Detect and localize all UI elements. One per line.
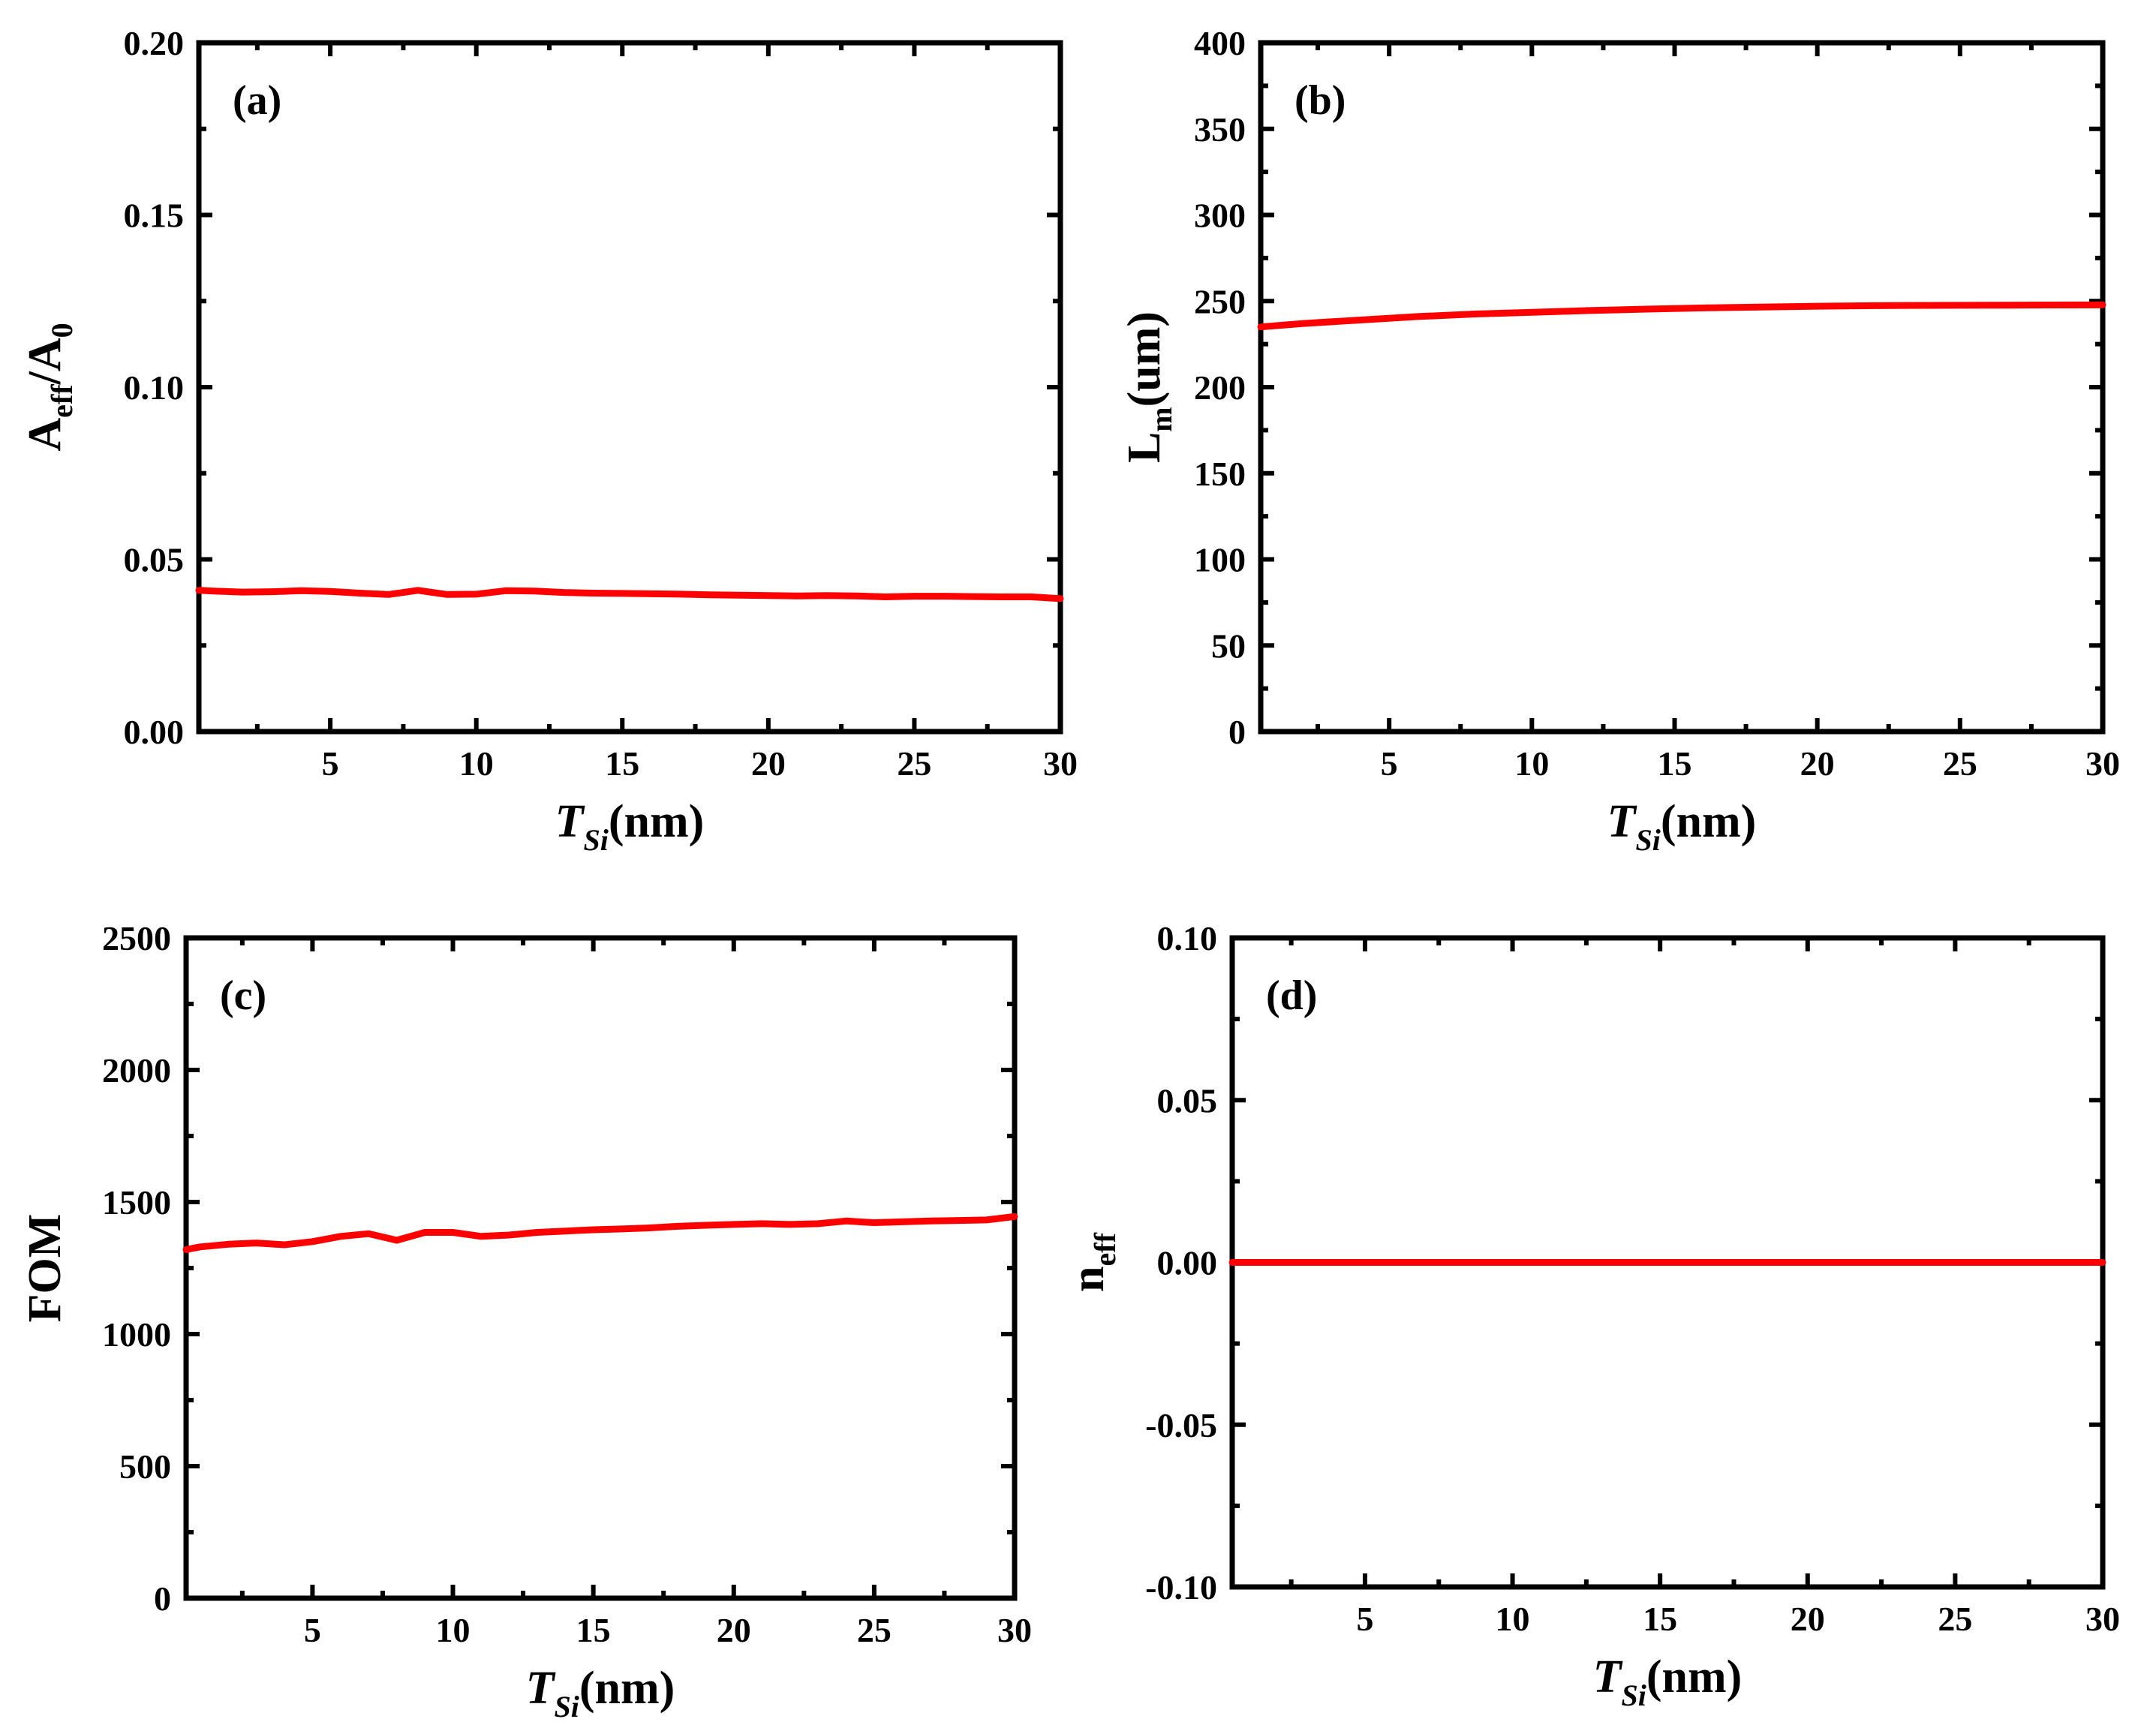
plot-frame — [196, 40, 1063, 735]
x-tick-label: 10 — [436, 1611, 471, 1649]
y-tick-label: 50 — [1211, 627, 1246, 665]
panel-b: 5 10 15 20 25 30050100150200250300350400(b)TS… — [1119, 24, 2120, 857]
x-tick-label: 5 — [322, 744, 339, 783]
y-tick-label: -0.10 — [1145, 1568, 1217, 1606]
y-tick-label: 250 — [1194, 282, 1246, 320]
x-tick-label: 30 — [2085, 744, 2120, 783]
x-tick-label: 20 — [1791, 1600, 1825, 1638]
y-tick-label: 300 — [1194, 197, 1246, 235]
y-tick-label: 0.00 — [1157, 1244, 1218, 1282]
x-tick-label: 10 — [459, 744, 494, 783]
panel-label: (a) — [233, 77, 281, 124]
x-tick-label: 25 — [1943, 744, 1977, 783]
x-tick-label: 5 — [304, 1611, 321, 1649]
x-axis-label: TSi(nm) — [1607, 796, 1757, 857]
x-tick-label: 15 — [605, 744, 639, 783]
x-tick-label: 25 — [1938, 1600, 1972, 1638]
x-tick-label: 15 — [1657, 744, 1691, 783]
y-tick-label: 500 — [119, 1447, 171, 1486]
x-tick-label: 30 — [997, 1611, 1032, 1649]
panel-label: (b) — [1295, 77, 1346, 124]
y-tick-label: 100 — [1194, 541, 1246, 579]
y-tick-label: 0.15 — [124, 197, 185, 235]
x-axis-label: TSi(nm) — [526, 1663, 675, 1723]
x-tick-label: 10 — [1496, 1600, 1530, 1638]
y-tick-label: 0.05 — [1157, 1081, 1218, 1119]
y-tick-label: -0.05 — [1145, 1406, 1217, 1444]
y-tick-label: 350 — [1194, 110, 1246, 149]
y-axis-label: neff — [1063, 1232, 1122, 1292]
y-tick-label: 400 — [1194, 24, 1246, 62]
x-tick-label: 10 — [1514, 744, 1549, 783]
x-tick-label: 30 — [2085, 1600, 2120, 1638]
plot-frame — [1258, 40, 2106, 735]
y-tick-label: 1500 — [102, 1183, 171, 1222]
x-tick-label: 20 — [717, 1611, 751, 1649]
series-line-c — [182, 1213, 1018, 1253]
x-tick-label: 15 — [576, 1611, 611, 1649]
x-tick-label: 25 — [857, 1611, 892, 1649]
y-tick-label: 0 — [154, 1579, 171, 1618]
series-line-b — [1257, 301, 2106, 331]
y-axis-label: Aeff/A0 — [20, 323, 79, 451]
y-tick-label: 2500 — [102, 919, 171, 957]
x-tick-label: 25 — [897, 744, 931, 783]
y-tick-label: 0.05 — [124, 541, 185, 579]
y-tick-label: 150 — [1194, 455, 1246, 493]
x-tick-label: 5 — [1356, 1600, 1373, 1638]
panel-c: 5 10 15 20 25 30 0 500 1000 1500 2000 2500 (c) TSi(nm… — [20, 919, 1032, 1723]
panel-d: 5 10 15 20 25 30 -0.10 -0.05 0.00 0.05 0.10 (d) TSi(… — [1063, 919, 2120, 1712]
x-tick-label: 15 — [1643, 1600, 1677, 1638]
y-tick-label: 0.00 — [124, 713, 185, 751]
series-line-a — [195, 587, 1064, 603]
panel-label: (c) — [220, 972, 266, 1019]
x-tick-label: 20 — [1800, 744, 1835, 783]
panel-a: 5 10 15 20 25 30 0.00 0.05 0.10 0.15 0.20 (a) TSi(nm… — [20, 24, 1078, 857]
y-tick-label: 0.10 — [1157, 919, 1218, 957]
y-axis-label: Lm(um) — [1119, 311, 1178, 463]
y-tick-label: 1000 — [102, 1315, 171, 1354]
x-tick-label: 20 — [751, 744, 786, 783]
x-axis-label: TSi(nm) — [555, 796, 705, 857]
y-axis-label: FOM — [20, 1214, 71, 1323]
y-tick-label: 0.10 — [124, 368, 185, 407]
x-tick-label: 30 — [1043, 744, 1078, 783]
y-tick-label: 200 — [1194, 368, 1246, 407]
x-axis-label: TSi(nm) — [1593, 1651, 1743, 1712]
panel-label: (d) — [1266, 972, 1317, 1019]
plot-frame — [183, 935, 1018, 1601]
y-tick-label: 2000 — [102, 1051, 171, 1089]
y-tick-label: 0 — [1228, 713, 1246, 751]
y-tick-label: 0.20 — [124, 24, 185, 62]
x-tick-label: 5 — [1381, 744, 1398, 783]
